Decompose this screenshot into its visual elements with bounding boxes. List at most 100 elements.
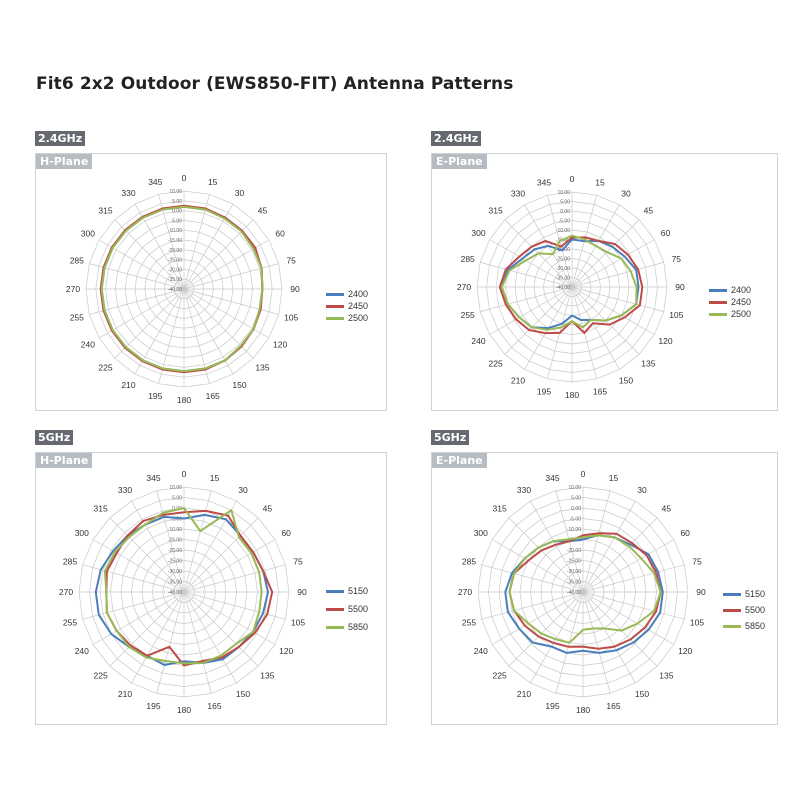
radial-tick-label: -20.00: [567, 548, 581, 554]
grid-spoke: [183, 591, 259, 667]
angle-label: 45: [263, 504, 273, 514]
angle-label: 300: [471, 228, 485, 238]
legend-label: 5150: [348, 586, 369, 596]
legend-label: 2450: [348, 301, 369, 311]
angle-label: 150: [635, 689, 649, 699]
grid-spoke: [480, 262, 573, 288]
grid-spoke: [491, 539, 584, 593]
angle-label: 210: [121, 380, 135, 390]
angle-label: 225: [94, 670, 108, 680]
grid-spoke: [504, 286, 573, 355]
legend-item: 5150: [723, 588, 765, 600]
legend-swatch: [326, 317, 344, 321]
radial-tick-label: -30.00: [567, 569, 581, 575]
legend-swatch: [326, 293, 344, 297]
angle-label: 0: [570, 174, 575, 184]
angle-label: 105: [690, 618, 704, 628]
radial-tick-label: -25.00: [556, 257, 570, 263]
angle-label: 45: [662, 504, 672, 514]
band-label-24-e: 2.4GHz: [431, 131, 482, 146]
angle-label: 270: [457, 282, 471, 292]
legend-item: 2500: [326, 312, 368, 324]
angle-label: 120: [678, 646, 692, 656]
series-line-5500: [508, 532, 662, 650]
chart-legend: 2400 2450 2500: [709, 284, 751, 320]
angle-label: 120: [279, 646, 293, 656]
radial-tick-label: -30.00: [168, 267, 182, 273]
angle-label: 165: [606, 701, 620, 711]
legend-item: 5500: [723, 604, 765, 616]
legend-label: 5150: [745, 589, 766, 599]
plane-label: H-Plane: [36, 154, 93, 169]
angle-label: 15: [208, 177, 218, 187]
legend-item: 2400: [709, 284, 751, 296]
series-line-2500: [500, 234, 638, 331]
legend-item: 5150: [326, 585, 368, 597]
band-label-5-e: 5GHz: [431, 430, 470, 445]
grid-spoke: [481, 564, 584, 593]
grid-spoke: [183, 263, 279, 290]
angle-label: 315: [489, 206, 503, 216]
angle-label: 45: [258, 206, 268, 216]
legend-item: 2400: [326, 288, 368, 300]
angle-label: 285: [462, 557, 476, 567]
angle-label: 225: [98, 363, 112, 373]
angle-label: 75: [293, 557, 303, 567]
angle-label: 345: [545, 473, 559, 483]
legend-label: 5500: [745, 605, 766, 615]
angle-label: 30: [637, 485, 647, 495]
grid-spoke: [131, 591, 185, 684]
radial-tick-label: 5.00: [560, 200, 570, 206]
angle-label: 270: [66, 284, 80, 294]
angle-label: 150: [236, 689, 250, 699]
chart-panel-5-e: E-Plane 0 15 30 45 60 75 90 105 120 135 150 165 180 1…: [431, 452, 778, 725]
polar-chart-24-h: 0 15 30 45 60 75 90 105 120 135 150 165 180 195 210 225…: [66, 173, 300, 405]
angle-label: 255: [461, 310, 475, 320]
radial-tick-label: -25.00: [567, 559, 581, 565]
chart-panel-24-e: E-Plane 0 15 30 45 60 75 90 105 120 135 150 165 180 1…: [431, 153, 778, 411]
grid-spoke: [489, 239, 573, 288]
angle-label: 255: [63, 618, 77, 628]
angle-label: 30: [238, 485, 248, 495]
legend-swatch: [326, 608, 344, 612]
legend-label: 2400: [348, 289, 369, 299]
legend-item: 2450: [326, 300, 368, 312]
angle-label: 150: [619, 376, 633, 386]
grid-spoke: [508, 591, 584, 667]
angle-label: 270: [59, 587, 73, 597]
grid-spoke: [582, 490, 611, 593]
angle-label: 150: [232, 380, 246, 390]
radial-tick-label: -35.00: [556, 276, 570, 282]
grid-spoke: [481, 591, 584, 620]
angle-label: 240: [81, 340, 95, 350]
series-line-2400: [500, 238, 640, 330]
angle-label: 180: [576, 705, 590, 715]
legend-item: 5500: [326, 603, 368, 615]
legend-item: 5850: [326, 621, 368, 633]
radial-tick-label: -5.00: [171, 517, 183, 523]
angle-label: 240: [471, 336, 485, 346]
grid-spoke: [582, 500, 636, 593]
grid-spoke: [183, 591, 276, 645]
radial-tick-label: -20.00: [168, 548, 182, 554]
grid-spoke: [131, 500, 185, 593]
angle-label: 195: [545, 701, 559, 711]
grid-spoke: [571, 239, 655, 288]
radial-tick-label: -30.00: [556, 266, 570, 272]
angle-label: 285: [70, 255, 84, 265]
legend-swatch: [723, 593, 741, 597]
angle-label: 330: [121, 188, 135, 198]
plane-label: H-Plane: [36, 453, 93, 468]
radial-tick-label: -40.00: [556, 285, 570, 291]
angle-label: 240: [75, 646, 89, 656]
angle-label: 345: [537, 178, 551, 188]
angle-label: 345: [146, 473, 160, 483]
angle-label: 60: [281, 528, 291, 538]
angle-label: 15: [595, 178, 605, 188]
angle-label: 315: [98, 206, 112, 216]
plane-label: E-Plane: [432, 453, 487, 468]
radial-tick-label: -15.00: [168, 538, 182, 544]
radial-tick-label: -25.00: [168, 258, 182, 264]
radial-tick-label: -5.00: [559, 219, 571, 225]
polar-chart-24-e: 0 15 30 45 60 75 90 105 120 135 150 165 180 195 210 225…: [457, 174, 685, 400]
